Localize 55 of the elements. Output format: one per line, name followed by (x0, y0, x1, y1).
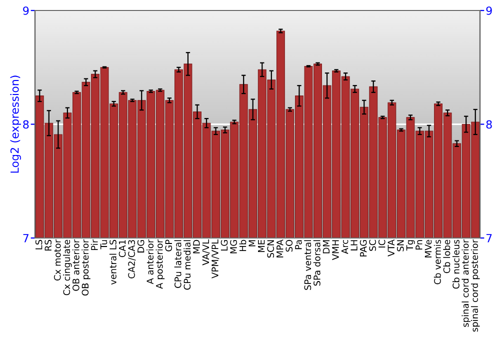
x-tick-label: CPu medial (184, 240, 191, 290)
x-tick-label: DM (322, 240, 330, 254)
x-tick-label: CA2/CA3 (128, 240, 136, 278)
x-tick-label: SCN (267, 240, 274, 258)
x-tick-label: spinal cord anterior (462, 239, 470, 327)
y-axis-title: Log2 (expression) (10, 76, 21, 173)
y2-tick-label: 9 (486, 6, 492, 15)
x-tick-label: M (248, 240, 256, 246)
y-tick-label: 8 (23, 120, 29, 129)
x-tick-label: Tg (406, 240, 415, 251)
x-tick-label: IC (378, 240, 386, 248)
x-tick-label: SN (396, 240, 404, 252)
x-tick-label: Cb nucleus (452, 240, 460, 289)
x-tick-label: ventral LS (109, 240, 116, 285)
x-tick-label: Cx cingulate (63, 240, 72, 296)
x-tick-label: Cx motor (54, 239, 61, 280)
x-tick-label: SPa ventral (304, 240, 312, 290)
x-tick-label: Pn (416, 240, 422, 250)
x-tick-label: spinal cord posterior (470, 239, 480, 332)
x-tick-label: VMH (332, 240, 339, 260)
x-tick-label: OB posterior (82, 239, 90, 296)
x-tick-label: DG (137, 240, 144, 252)
x-tick-label: CA1 (118, 240, 126, 258)
x-tick-label: Tu (100, 240, 108, 250)
x-tick-label: A anterior (146, 239, 154, 284)
x-tick-label: LS (35, 240, 42, 250)
x-tick-label: MPA (276, 239, 284, 258)
x-tick-label: MVe (424, 240, 432, 258)
x-tick-label: Cb vermis (434, 240, 441, 284)
x-tick-label: Hb (239, 240, 246, 252)
x-tick-label: MD (193, 240, 200, 254)
x-tick-label: A posterior (156, 239, 165, 289)
x-tick-label: SC (369, 240, 376, 251)
x-tick-label: LG (220, 240, 228, 251)
y-tick-label: 9 (23, 6, 29, 15)
x-tick-label: Pir (90, 239, 98, 250)
x-tick-label: ME (258, 240, 265, 252)
x-tick-label: VA/VL (202, 239, 210, 266)
x-tick-label: OB anterior (72, 239, 80, 291)
x-tick-label: GP (165, 240, 172, 252)
x-tick-label: VTA (388, 239, 394, 256)
x-tick-label: MG (230, 240, 237, 254)
x-tick-label: SO (286, 240, 293, 252)
x-tick-label: RS (44, 240, 52, 251)
x-tick-label: Cb lobe (443, 240, 450, 274)
x-tick-label: PAG (360, 240, 367, 256)
y2-tick-label: 7 (486, 234, 492, 242)
x-tick-label: Pa (295, 240, 302, 250)
x-tick-label: SPa dorsal (313, 240, 320, 286)
x-tick-label: CPu lateral (174, 240, 182, 288)
x-tick-label: VPM/VPL (212, 239, 220, 278)
y-tick-label: 7 (23, 234, 28, 242)
x-tick-label: Arc (341, 240, 348, 254)
x-tick-label: LH (350, 240, 358, 250)
y2-tick-label: 8 (486, 120, 492, 129)
